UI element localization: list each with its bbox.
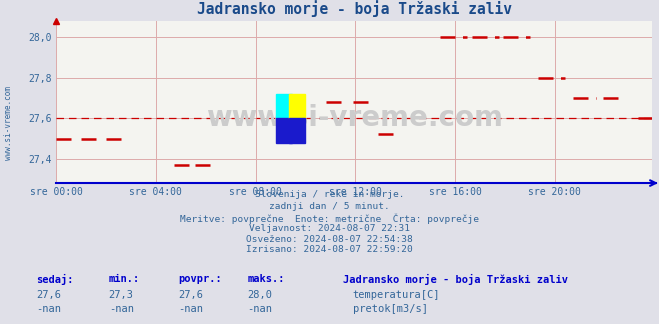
Text: 27,6: 27,6 xyxy=(178,290,203,300)
Bar xyxy=(276,118,293,143)
Text: -nan: -nan xyxy=(109,304,134,314)
Text: Jadransko morje - boja Tržaski zaliv: Jadransko morje - boja Tržaski zaliv xyxy=(343,274,567,285)
Text: sedaj:: sedaj: xyxy=(36,274,74,285)
Text: Osveženo: 2024-08-07 22:54:38: Osveženo: 2024-08-07 22:54:38 xyxy=(246,235,413,244)
Text: Veljavnost: 2024-08-07 22:31: Veljavnost: 2024-08-07 22:31 xyxy=(249,224,410,233)
Text: 27,3: 27,3 xyxy=(109,290,134,300)
Text: maks.:: maks.: xyxy=(247,274,285,284)
Text: 28,0: 28,0 xyxy=(247,290,272,300)
Text: www.si-vreme.com: www.si-vreme.com xyxy=(4,86,13,160)
Text: -nan: -nan xyxy=(178,304,203,314)
Text: -nan: -nan xyxy=(36,304,61,314)
Text: pretok[m3/s]: pretok[m3/s] xyxy=(353,304,428,314)
Text: Slovenija / reke in morje.: Slovenija / reke in morje. xyxy=(255,190,404,199)
Bar xyxy=(289,118,305,143)
Text: www.si-vreme.com: www.si-vreme.com xyxy=(206,104,503,132)
Text: Izrisano: 2024-08-07 22:59:20: Izrisano: 2024-08-07 22:59:20 xyxy=(246,245,413,254)
Title: Jadransko morje - boja Tržaski zaliv: Jadransko morje - boja Tržaski zaliv xyxy=(197,0,511,17)
Text: zadnji dan / 5 minut.: zadnji dan / 5 minut. xyxy=(269,202,390,211)
Bar xyxy=(289,94,305,118)
Bar xyxy=(276,94,293,118)
Text: min.:: min.: xyxy=(109,274,140,284)
Text: -nan: -nan xyxy=(247,304,272,314)
Text: 27,6: 27,6 xyxy=(36,290,61,300)
Text: povpr.:: povpr.: xyxy=(178,274,221,284)
Text: Meritve: povprečne  Enote: metrične  Črta: povprečje: Meritve: povprečne Enote: metrične Črta:… xyxy=(180,213,479,224)
Text: temperatura[C]: temperatura[C] xyxy=(353,290,440,300)
